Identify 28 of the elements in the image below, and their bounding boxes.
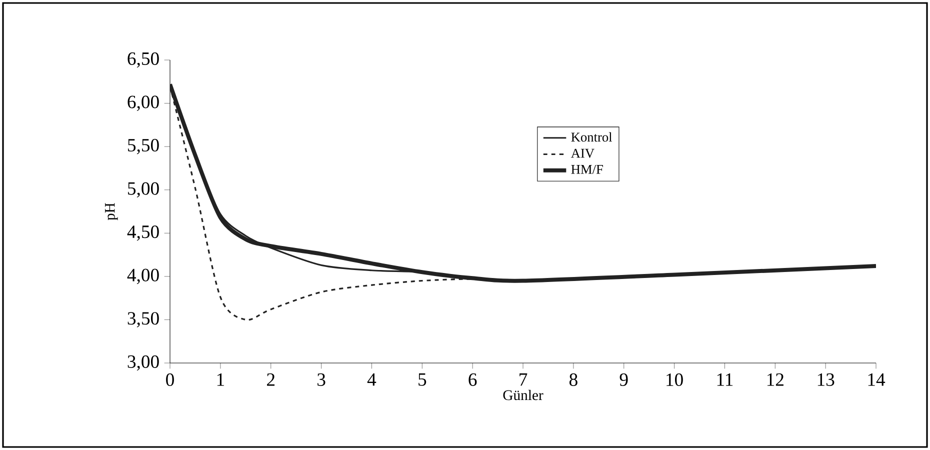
x-axis-title: Günler [503, 390, 544, 400]
x-tick-label: 4 [367, 373, 376, 386]
y-tick-label: 4,50 [127, 225, 159, 241]
y-axis-title: pH [105, 202, 118, 220]
x-tick-label: 3 [318, 373, 326, 386]
y-tick-label: 3,00 [128, 355, 159, 371]
x-tick-label: 6 [468, 373, 477, 386]
x-tick-label: 12 [767, 373, 784, 386]
x-tick-label: 8 [569, 373, 578, 386]
x-tick-label: 9 [620, 373, 628, 386]
legend-label: Kontrol [571, 132, 612, 142]
legend-label: AIV [570, 148, 594, 158]
x-tick-label: 13 [818, 373, 834, 386]
x-tick-label: 10 [666, 373, 683, 386]
x-tick-label: 0 [166, 373, 174, 386]
y-tick-label: 4,00 [127, 268, 159, 284]
y-tick-label: 6,00 [128, 96, 159, 111]
y-tick-label: 3,50 [128, 312, 159, 328]
x-tick-label: 11 [717, 373, 733, 386]
x-tick-label: 1 [217, 373, 224, 386]
x-tick-label: 7 [520, 373, 528, 386]
legend-label: HM/F [571, 164, 603, 174]
x-tick-label: 14 [868, 373, 886, 386]
x-tick-label: 2 [267, 373, 274, 386]
y-tick-label: 5,00 [128, 182, 159, 198]
y-tick-label: 6,50 [128, 52, 159, 68]
y-tick-label: 5,50 [128, 138, 159, 154]
x-tick-label: 5 [418, 373, 426, 386]
